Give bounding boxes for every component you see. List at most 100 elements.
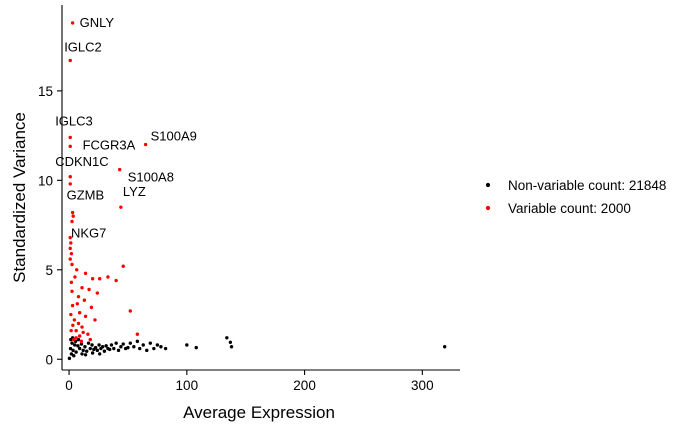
non-variable-point [102,349,107,353]
non-variable-point [77,346,82,351]
variable-point [68,257,72,261]
variable-point [71,323,75,327]
gene-label-nkg7: NKG7 [71,226,106,241]
non-variable-point [442,345,447,349]
non-variable-point [155,343,160,347]
non-variable-point [83,353,88,357]
non-variable-point [128,341,132,345]
x-axis-title: Average Expression [183,403,335,422]
non-variable-point [185,343,189,347]
variable-point [76,294,81,299]
variable-point [69,241,73,245]
variable-point [135,332,140,336]
non-variable-point [159,345,163,349]
non-variable-point [135,339,140,344]
gene-label-iglc2: IGLC2 [64,40,102,55]
non-variable-point [80,352,84,356]
variable-point [68,235,72,240]
gene-label-cdkn1c: CDKN1C [55,154,108,169]
non-variable-point [67,356,72,361]
variable-point [70,262,74,267]
variable-point [77,334,82,338]
non-variable-point [107,347,112,352]
non-variable-point [126,345,130,350]
non-variable-point [81,348,85,353]
non-variable-point [121,342,125,346]
variable-point [75,302,80,306]
variable-point [69,252,74,256]
variable-point [69,280,74,285]
y-tick-label: 5 [45,263,53,278]
variable-point [70,303,75,308]
non-variable-point [228,340,233,344]
variable-point [82,298,87,302]
gene-labels-layer: GNLY IGLC2 IGLC3 FCGR3A S100A9 CDKN1C S100A8 GZ… [55,15,197,241]
non-variable-point [141,343,145,347]
non-variable-point [68,346,73,351]
gene-label-gzmb: GZMB [67,188,105,203]
gene-label-s100a8: S100A8 [128,170,174,185]
variable-point [72,337,76,342]
legend-key [485,182,491,188]
variable-point [68,58,72,63]
gene-label-lyz: LYZ [123,184,146,199]
y-tick-label: 10 [38,173,53,188]
non-variable-point [114,341,118,345]
gene-label-s100a9: S100A9 [151,129,197,144]
gene-label-fcgr3a: FCGR3A [83,138,136,153]
variable-point [121,264,125,268]
non-variable-point [88,346,92,351]
variable-point [93,318,97,322]
non-variable-point [69,352,74,356]
non-variable-point [90,351,95,355]
variable-point [74,328,78,333]
variable-point [70,21,75,25]
non-variable-point [73,343,77,347]
x-tick-label: 200 [293,378,316,393]
non-variable-point [79,342,84,346]
variable-point [83,271,88,276]
non-variable-point [70,341,74,345]
non-variable-point [85,349,89,353]
variable-point [119,205,123,209]
variable-point [80,286,84,290]
y-tick-label: 15 [38,84,53,99]
gene-label-iglc3: IGLC3 [55,113,93,128]
variable-point [68,182,72,186]
x-tick-label: 300 [411,378,434,393]
variable-point [70,210,75,215]
non-variable-point [163,346,168,351]
non-variable-point [116,348,121,353]
variable-point [89,305,94,310]
non-variable-point [93,345,98,350]
non-variable-point [109,343,114,347]
variable-point [83,314,88,319]
non-variable-point [112,346,116,351]
non-variable-point [97,352,102,356]
non-variable-point [71,348,75,353]
legend-key [485,205,491,211]
variable-point [71,214,75,218]
y-axis-title: Standardized Variance [10,112,29,283]
non-variable-point [132,345,136,349]
variable-point [81,330,85,335]
variable-point [68,144,72,149]
gene-label-gnly: GNLY [80,15,115,30]
non-variable-point [95,348,100,353]
non-variable-point [90,343,94,347]
legend-label: Variable count: 2000 [508,201,631,216]
variable-point [68,246,72,251]
non-variable-point [148,341,153,345]
non-variable-point [152,346,156,351]
variable-point [75,268,79,272]
variable-point [97,277,102,281]
non-variable-point [119,345,123,349]
non-variable-point [229,345,234,349]
variable-point [128,309,132,313]
non-variable-point [97,343,101,347]
legend-label: Non-variable count: 21848 [508,178,666,193]
non-variable-point [194,345,198,350]
variable-point [90,277,95,281]
non-variable-point [74,350,78,354]
